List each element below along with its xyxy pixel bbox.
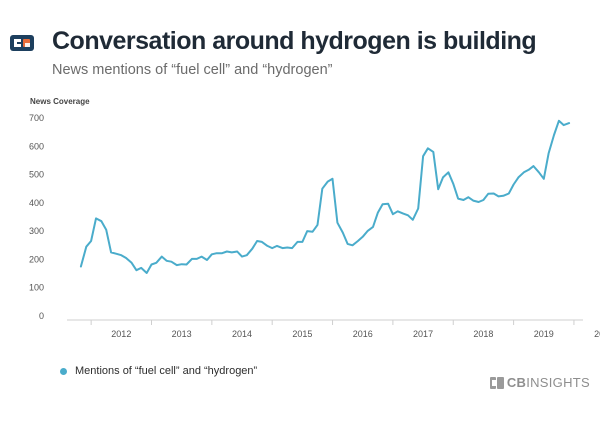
cbinsights-mark-icon [489,376,504,389]
y-tick-label: 300 [29,226,44,236]
chart-subtitle: News mentions of “fuel cell” and “hydrog… [52,62,333,78]
y-axis-title: News Coverage [30,97,90,106]
cbinsights-logo-icon [10,35,34,51]
y-tick-label: 600 [29,141,44,151]
x-tick-label: 2020 [594,329,600,339]
x-tick-label: 2012 [111,329,131,339]
brand-watermark: CBINSIGHTS [489,375,590,390]
y-tick-label: 400 [29,198,44,208]
y-tick-label: 200 [29,254,44,264]
x-tick-label: 2014 [232,329,252,339]
chart-title: Conversation around hydrogen is building [52,27,537,55]
x-tick-label: 2017 [413,329,433,339]
legend: Mentions of “fuel cell” and “hydrogen” [60,365,257,377]
x-tick-label: 2016 [353,329,373,339]
x-tick-label: 2015 [292,329,312,339]
y-tick-label: 100 [29,283,44,293]
y-tick-label: 500 [29,170,44,180]
brand-suffix: INSIGHTS [526,375,590,390]
series-line [79,119,571,274]
legend-marker-icon [60,367,67,375]
y-tick-label: 0 [39,311,44,321]
x-tick-label: 2019 [534,329,554,339]
y-axis-ticks: 0 100 200 300 400 500 600 700 [29,113,44,321]
x-tick-label: 2013 [172,329,192,339]
brand-prefix: CB [506,375,527,390]
x-tick-label: 2018 [473,329,493,339]
x-axis-ticks: 2012 2013 2014 2015 2016 2017 2018 2019 2020 [90,320,600,339]
y-tick-label: 700 [29,113,44,123]
legend-label: Mentions of “fuel cell” and “hydrogen” [75,365,258,377]
